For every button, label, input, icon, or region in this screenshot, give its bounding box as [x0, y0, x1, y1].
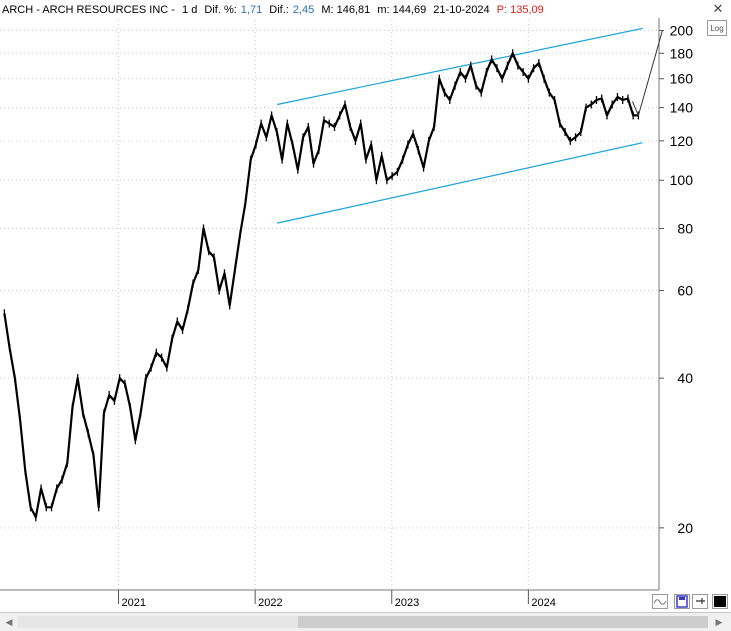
close-icon[interactable]: ✕ — [712, 1, 724, 16]
dif-pct-value: 1,71 — [240, 4, 263, 16]
y-tick-label: 140 — [670, 100, 694, 116]
y-tick-label: 200 — [670, 23, 694, 39]
projection-line — [631, 30, 663, 117]
x-tick-label: 2022 — [258, 597, 282, 609]
save-icon[interactable] — [674, 594, 690, 609]
max-label: M: 146,81 — [321, 4, 371, 16]
symbol-label: ARCH - ARCH RESOURCES INC - — [2, 4, 175, 16]
x-tick-label: 2024 — [531, 597, 555, 609]
dif-pct-label: Dif. %: — [204, 4, 237, 16]
price-series-line — [3, 52, 639, 519]
y-tick-label: 40 — [677, 370, 693, 386]
plot-background — [0, 19, 731, 593]
color-swatch-icon[interactable] — [712, 594, 728, 609]
pin-icon[interactable] — [692, 594, 708, 609]
date-label: 21-10-2024 — [433, 4, 490, 16]
x-tick-label: 2023 — [395, 597, 419, 609]
y-tick-label: 120 — [670, 133, 694, 149]
y-tick-label: 80 — [677, 220, 693, 236]
min-label: m: 144,69 — [377, 4, 427, 16]
y-tick-label: 60 — [677, 283, 693, 299]
horizontal-scrollbar[interactable]: ◀ ▶ — [0, 612, 731, 631]
trend-channel-line — [277, 27, 643, 106]
period-label: 1 d — [182, 4, 198, 16]
y-tick-label: 20 — [677, 520, 693, 536]
zoom-wave-icon[interactable] — [652, 594, 668, 609]
dif-value: 2,45 — [292, 4, 315, 16]
price-label: P: 135,09 — [496, 4, 544, 16]
scroll-right-arrow-icon[interactable]: ▶ — [715, 617, 723, 627]
trend-channel-line — [277, 142, 643, 224]
y-tick-label: 180 — [670, 45, 694, 61]
log-scale-button[interactable]: Log — [707, 20, 727, 36]
chart-header: ARCH - ARCH RESOURCES INC - 1 d Dif. %: 1… — [2, 2, 548, 18]
scroll-track[interactable] — [18, 616, 708, 628]
scroll-thumb[interactable] — [298, 616, 708, 628]
dif-label: Dif.: — [269, 4, 289, 16]
scroll-left-arrow-icon[interactable]: ◀ — [5, 617, 13, 627]
x-tick-label: 2021 — [122, 597, 146, 609]
y-tick-label: 160 — [670, 71, 694, 87]
y-tick-label: 100 — [670, 172, 694, 188]
